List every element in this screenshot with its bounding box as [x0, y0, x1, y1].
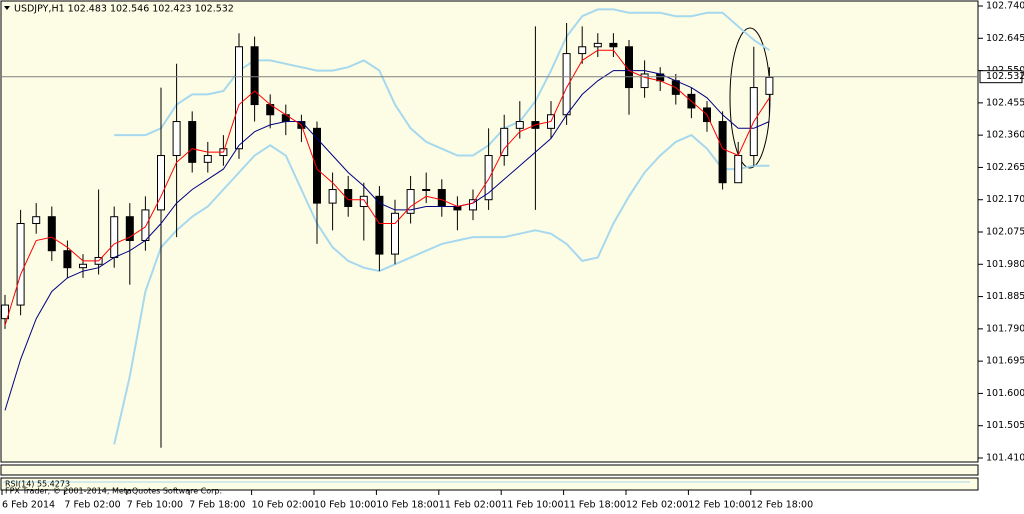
x-tick-label: 7 Feb 18:00 — [189, 500, 245, 511]
candle-body — [515, 121, 524, 129]
candle-body — [125, 216, 134, 241]
annotation-ellipse — [729, 27, 771, 169]
y-tick-label: 102.075 — [986, 227, 1024, 238]
x-tick-label: 11 Feb 18:00 — [564, 500, 626, 511]
candle-body — [157, 155, 165, 211]
candle-body — [391, 212, 399, 255]
menu-arrow — [4, 6, 10, 10]
x-tick-label: 11 Feb 10:00 — [501, 500, 563, 511]
indicator-panel — [0, 477, 979, 491]
candle-body — [625, 46, 633, 89]
y-tick-label: 102.645 — [986, 33, 1024, 44]
band-line — [113, 133, 770, 445]
y-tick-label: 101.600 — [986, 388, 1024, 399]
x-tick-label: 12 Feb 18:00 — [751, 500, 813, 511]
x-tick-label: 7 Feb 02:00 — [64, 500, 120, 511]
y-tick-label: 102.455 — [986, 97, 1024, 108]
candle-body — [359, 195, 368, 208]
candle-body — [188, 121, 197, 163]
plot-area — [0, 0, 979, 463]
candle-body — [500, 127, 509, 157]
x-tick-label: 10 Feb 02:00 — [252, 500, 314, 511]
y-tick-label: 101.410 — [986, 453, 1024, 464]
x-tick-label: 10 Feb 18:00 — [376, 500, 438, 511]
y-tick-label: 102.740 — [986, 1, 1024, 12]
y-tick-label: 102.170 — [986, 194, 1024, 205]
candle-body — [281, 114, 290, 123]
candle-body — [344, 189, 353, 208]
current-price-box — [979, 70, 1023, 84]
indicator-label: RSI(14) 55.4273 — [5, 480, 70, 489]
y-tick-label: 101.505 — [986, 420, 1024, 431]
candle-body — [63, 250, 72, 269]
candle-body — [235, 46, 243, 150]
candle-body — [734, 155, 743, 184]
candle-body — [453, 206, 462, 211]
x-tick-label: 11 Feb 02:00 — [439, 500, 501, 511]
candle-body — [718, 121, 727, 184]
candle-body — [203, 155, 212, 163]
candle-body — [141, 209, 150, 241]
x-tick-label: 10 Feb 10:00 — [314, 500, 376, 511]
x-tick-label: 12 Feb 02:00 — [626, 500, 688, 511]
y-tick-label: 101.980 — [986, 259, 1024, 270]
candle-body — [79, 263, 87, 269]
y-tick-label: 101.885 — [986, 291, 1024, 302]
candle-body — [16, 223, 25, 306]
x-tick-label: 6 Feb 2014 — [2, 500, 55, 511]
candle-body — [469, 199, 477, 211]
candle-body — [609, 42, 618, 48]
candle-body — [47, 216, 56, 252]
candle-body — [110, 216, 119, 258]
sub-panel — [0, 464, 979, 476]
candle-body — [406, 189, 415, 214]
y-tick-label: 102.360 — [986, 130, 1024, 141]
x-tick-label: 12 Feb 10:00 — [688, 500, 750, 511]
current-price-label: 102.532 — [986, 71, 1024, 82]
candle-body — [32, 216, 41, 225]
x-tick-label: 7 Feb 10:00 — [127, 500, 183, 511]
candle-body — [422, 189, 431, 192]
candle-body — [375, 195, 384, 255]
candle-body — [437, 189, 446, 208]
candle-body — [328, 189, 337, 204]
candle-body — [172, 121, 181, 157]
candle-body — [313, 127, 321, 204]
y-tick-label: 101.695 — [986, 356, 1024, 367]
chart-title: USDJPY,H1 102.483 102.546 102.423 102.53… — [14, 4, 234, 15]
candle-body — [250, 46, 259, 106]
ma-line — [4, 70, 770, 411]
y-tick-label: 102.265 — [986, 162, 1024, 173]
candle-body — [578, 46, 587, 55]
band-line — [114, 8, 770, 157]
copyright: FPX Trader, © 2001-2014, MetaQuotes Soft… — [5, 487, 222, 496]
candle-body — [593, 42, 602, 48]
candle-body — [1, 304, 9, 320]
candle-body — [484, 155, 493, 201]
y-tick-label: 101.790 — [986, 323, 1024, 334]
candle-body — [640, 73, 649, 89]
candle-body — [765, 76, 774, 95]
